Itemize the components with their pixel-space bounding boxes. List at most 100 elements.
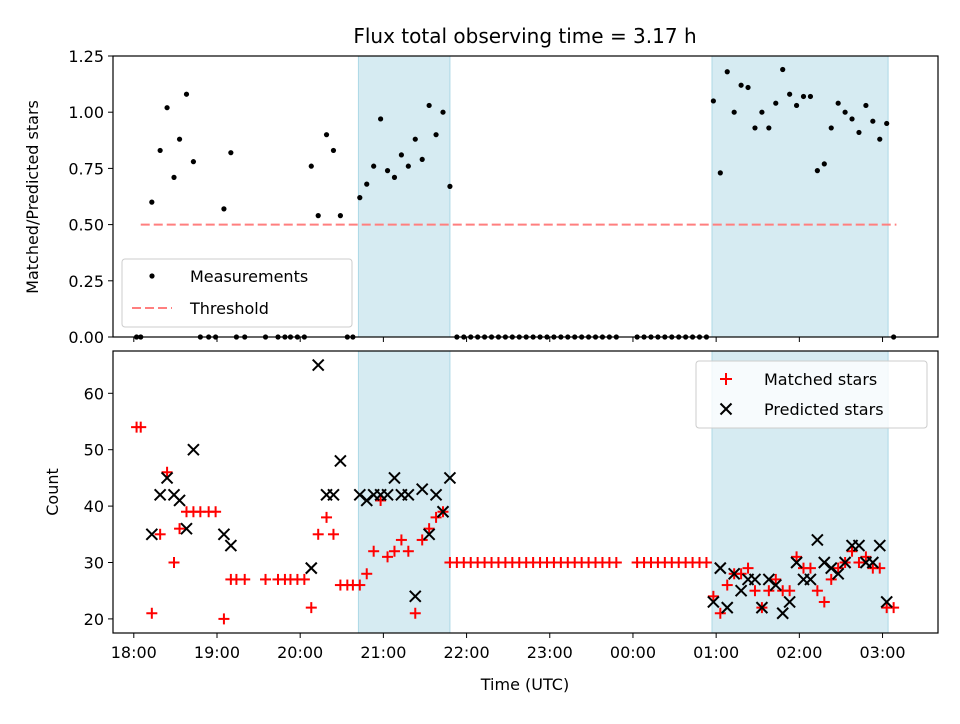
matched-star-point xyxy=(846,545,858,557)
measurement-point xyxy=(228,150,234,156)
measurement-point xyxy=(759,109,765,115)
measurement-point xyxy=(800,93,807,100)
measurement-point xyxy=(835,100,841,106)
predicted-star-point xyxy=(776,607,789,620)
matched-star-point xyxy=(382,551,394,563)
matched-star-point xyxy=(375,494,387,506)
measurement-point xyxy=(337,213,343,219)
y-tick-label: 40 xyxy=(84,497,104,516)
measurement-point xyxy=(717,170,723,176)
matched-star-point xyxy=(818,596,830,608)
predicted-star-point xyxy=(880,595,893,609)
predicted-star-point xyxy=(727,567,741,580)
matched-star-point xyxy=(321,511,333,523)
matched-star-point xyxy=(742,562,754,574)
predicted-star-point xyxy=(714,561,727,575)
matched-star-point xyxy=(239,573,251,585)
legend-matched-marker xyxy=(720,373,732,385)
predicted-star-point xyxy=(327,488,340,502)
matched-star-point xyxy=(707,590,719,602)
bottom-plot-frame xyxy=(112,350,939,634)
matched-star-point xyxy=(735,568,747,580)
measurement-point xyxy=(183,91,190,97)
measurement-point xyxy=(308,163,314,169)
measurement-point xyxy=(738,82,744,88)
measurement-point xyxy=(793,102,800,109)
matched-star-point xyxy=(298,573,310,585)
top-plot-frame xyxy=(112,55,939,338)
top-y-ticks: 0.00 0.25 0.50 0.75 1.00 1.25 xyxy=(68,47,113,347)
measurement-point xyxy=(842,109,848,115)
predicted-star-point xyxy=(436,505,450,518)
predicted-star-point xyxy=(783,595,796,609)
measurement-point xyxy=(877,136,883,142)
predicted-star-point xyxy=(402,488,415,502)
predicted-star-point xyxy=(811,533,824,547)
bottom-highlight-spans xyxy=(357,350,889,634)
measurement-point xyxy=(364,181,370,187)
matched-star-point xyxy=(361,568,373,580)
predicted-star-point xyxy=(873,539,886,552)
predicted-star-point xyxy=(409,590,422,603)
measurement-point xyxy=(378,116,384,122)
legend-matched-label: Matched stars xyxy=(764,370,877,389)
top-panel: Flux total observing time = 3.17 h 0.000… xyxy=(23,24,939,347)
highlight-span xyxy=(711,55,889,338)
measurement-point xyxy=(190,159,197,165)
matched-star-point xyxy=(210,506,222,518)
measurement-point xyxy=(171,174,177,180)
top-y-axis-title: Matched/Predicted stars xyxy=(23,100,42,294)
y-tick-label: 20 xyxy=(84,610,104,629)
matched-star-point xyxy=(700,557,712,568)
measurement-point xyxy=(863,102,869,109)
predicted-star-point xyxy=(388,471,401,485)
legend-predicted-label: Predicted stars xyxy=(764,400,884,419)
x-tick-label: 21:00 xyxy=(360,643,406,662)
x-tick-label: 18:00 xyxy=(111,643,157,662)
top-highlight-spans xyxy=(357,55,889,338)
measurement-point xyxy=(773,100,779,106)
x-tick-label: 23:00 xyxy=(527,643,573,662)
x-tick-label: 03:00 xyxy=(859,643,905,662)
bottom-y-ticks: 20 30 40 50 60 xyxy=(84,384,113,629)
measurement-point xyxy=(323,132,330,138)
matched-star-point xyxy=(430,511,442,523)
matched-star-point xyxy=(423,523,435,535)
measurement-point xyxy=(371,163,377,169)
x-tick-label: 19:00 xyxy=(194,643,240,662)
matched-star-point xyxy=(853,557,865,568)
matched-points xyxy=(131,421,900,625)
predicted-star-point xyxy=(852,539,866,552)
matched-star-point xyxy=(154,528,166,540)
matched-star-point xyxy=(832,562,844,574)
bottom-legend: Matched stars Predicted stars xyxy=(695,360,928,429)
bottom-y-axis-title: Count xyxy=(43,468,62,516)
measurement-point xyxy=(149,199,155,205)
measurement-point xyxy=(884,120,890,127)
matched-star-point xyxy=(305,602,317,614)
measurement-point xyxy=(412,136,418,142)
predicted-star-point xyxy=(831,567,845,580)
bottom-legend-box xyxy=(695,360,928,429)
predicted-star-point xyxy=(334,454,347,468)
matched-star-point xyxy=(804,562,816,574)
matched-star-point xyxy=(388,545,400,557)
matched-star-point xyxy=(174,523,186,535)
matched-star-point xyxy=(784,585,796,597)
measurement-point xyxy=(724,69,730,75)
x-tick-label: 02:00 xyxy=(776,643,822,662)
predicted-star-point xyxy=(173,494,186,507)
measurement-point xyxy=(710,98,716,104)
matched-star-point xyxy=(888,602,900,614)
measurement-point xyxy=(391,174,398,180)
matched-star-point xyxy=(610,557,622,568)
measurement-point xyxy=(807,93,814,100)
measurement-point xyxy=(856,129,862,136)
measurement-point xyxy=(330,147,337,154)
measurement-point xyxy=(752,125,758,131)
measurement-point xyxy=(405,163,411,169)
predicted-star-point xyxy=(187,443,200,456)
matched-star-point xyxy=(721,579,733,591)
predicted-star-point xyxy=(804,573,817,586)
